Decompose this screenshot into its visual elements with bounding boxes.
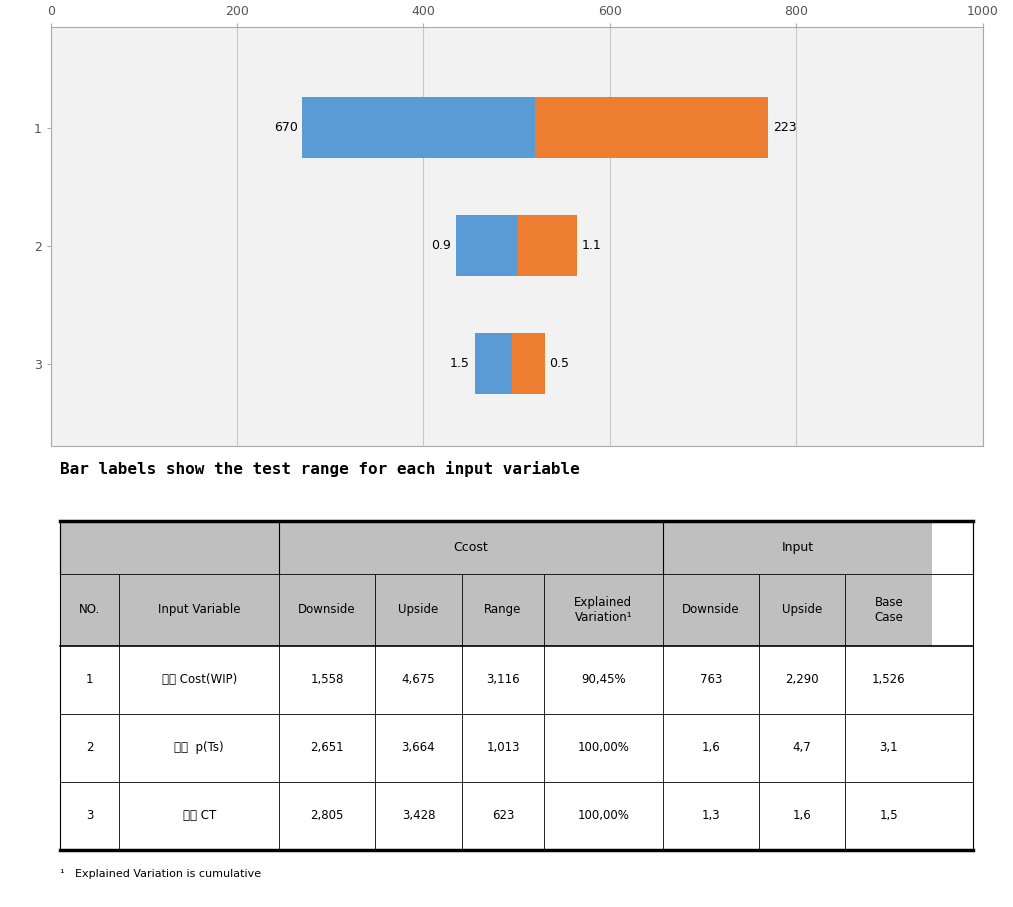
Bar (375, 574, 462, 646)
Bar (517, 215, 577, 277)
Bar (375, 522, 462, 574)
Text: 1,558: 1,558 (310, 673, 343, 687)
Bar (544, 574, 663, 646)
Bar (535, 97, 768, 159)
Bar (544, 522, 663, 574)
Text: Downside: Downside (298, 603, 356, 617)
Text: 3,116: 3,116 (486, 673, 520, 687)
Text: 1,6: 1,6 (701, 741, 720, 755)
Text: Upside: Upside (398, 603, 439, 617)
Text: 4,7: 4,7 (792, 741, 811, 755)
Text: 4,675: 4,675 (401, 673, 436, 687)
Text: 2,805: 2,805 (310, 809, 343, 823)
Text: 223: 223 (773, 121, 796, 134)
Text: 0.5: 0.5 (549, 357, 569, 370)
Bar (759, 574, 846, 646)
Bar (846, 522, 932, 574)
Text: 623: 623 (491, 809, 515, 823)
Text: 100,00%: 100,00% (577, 809, 629, 823)
Bar (60, 522, 120, 574)
Text: Upside: Upside (782, 603, 823, 617)
Bar (462, 522, 544, 574)
Text: 1.5: 1.5 (450, 357, 470, 370)
Text: 2,290: 2,290 (785, 673, 819, 687)
Text: 1,013: 1,013 (486, 741, 520, 755)
Text: Range: Range (484, 603, 522, 617)
Text: 1: 1 (86, 673, 93, 687)
Bar (846, 574, 932, 646)
Bar (120, 522, 280, 574)
Text: Base
Case: Base Case (874, 596, 904, 624)
Bar (512, 333, 545, 395)
Text: Downside: Downside (682, 603, 739, 617)
Bar (759, 522, 846, 574)
Text: 2: 2 (86, 741, 93, 755)
Text: 허가 Cost(WIP): 허가 Cost(WIP) (162, 673, 237, 687)
Text: 허가 CT: 허가 CT (182, 809, 216, 823)
Bar (663, 522, 759, 574)
Text: 1,526: 1,526 (872, 673, 906, 687)
Text: 3: 3 (86, 809, 93, 823)
Bar (280, 522, 375, 574)
Text: 3,428: 3,428 (402, 809, 436, 823)
Text: Explained
Variation¹: Explained Variation¹ (574, 596, 632, 624)
Text: Input Variable: Input Variable (158, 603, 240, 617)
Bar (475, 333, 512, 395)
Text: 2,651: 2,651 (310, 741, 344, 755)
Text: Ccost: Ccost (454, 541, 488, 554)
Text: 3,664: 3,664 (401, 741, 436, 755)
Text: 1,3: 1,3 (701, 809, 720, 823)
Text: 100,00%: 100,00% (577, 741, 629, 755)
Text: 3,1: 3,1 (879, 741, 899, 755)
Text: ¹   Explained Variation is cumulative: ¹ Explained Variation is cumulative (60, 869, 261, 879)
Bar (462, 574, 544, 646)
Text: 763: 763 (700, 673, 722, 687)
Text: 670: 670 (274, 121, 298, 134)
Bar (120, 574, 280, 646)
Text: 1,5: 1,5 (879, 809, 899, 823)
Bar (663, 574, 759, 646)
Text: 1.1: 1.1 (581, 239, 602, 252)
Text: NO.: NO. (79, 603, 100, 617)
Text: Bar labels show the test range for each input variable: Bar labels show the test range for each … (60, 462, 579, 477)
Text: 허가  p(Ts): 허가 p(Ts) (174, 741, 224, 755)
Bar (280, 574, 375, 646)
Text: 90,45%: 90,45% (581, 673, 626, 687)
Text: Input: Input (781, 541, 813, 554)
Text: 1,6: 1,6 (792, 809, 811, 823)
Bar (302, 97, 535, 159)
Bar (456, 215, 517, 277)
Bar (60, 574, 120, 646)
Text: 0.9: 0.9 (432, 239, 452, 252)
